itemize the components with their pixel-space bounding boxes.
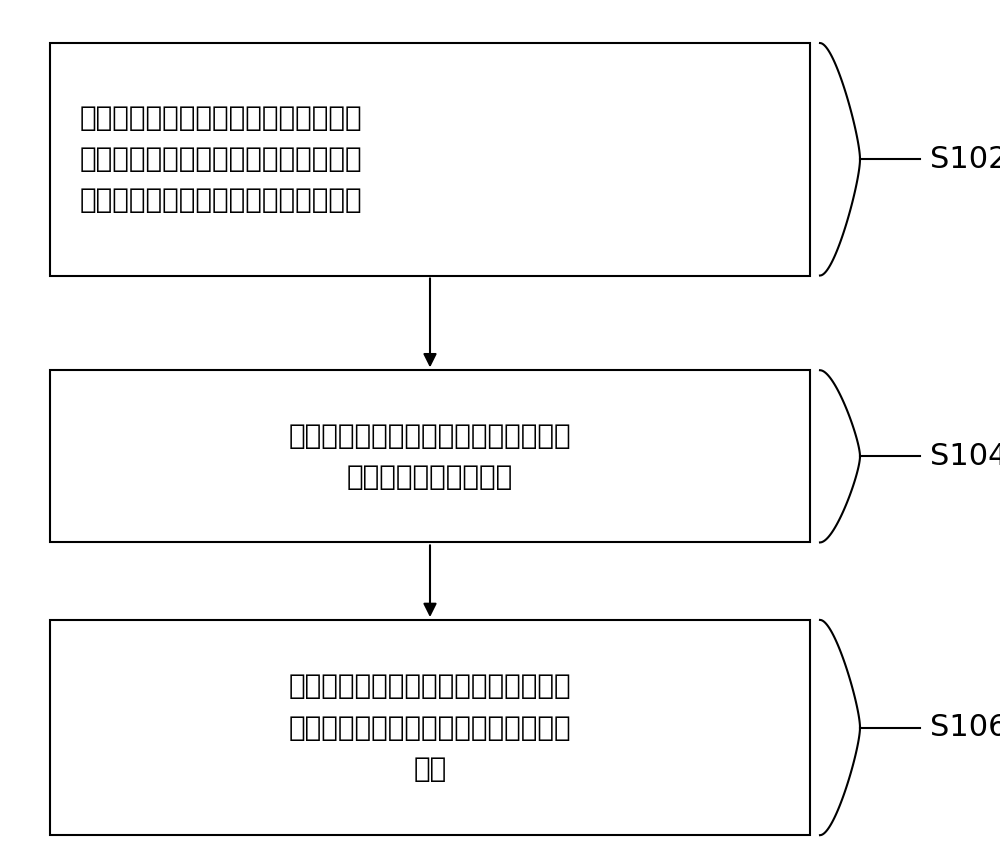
Text: 对多个公网端口逐个进行连通性检查，
并采用通过连通性检查的公网端口传输
数据: 对多个公网端口逐个进行连通性检查， 并采用通过连通性检查的公网端口传输 数据 (289, 672, 571, 783)
FancyBboxPatch shape (50, 370, 810, 542)
Text: 在位于不同本地网络的两个终端之间传
输数据的情况下，为两个终端之间传输
数据建立的每个会话分配多个本地端口: 在位于不同本地网络的两个终端之间传 输数据的情况下，为两个终端之间传输 数据建立… (80, 104, 363, 214)
Text: 获取每个本地端口映射在公网的公网端
口，得到多个公网端口: 获取每个本地端口映射在公网的公网端 口，得到多个公网端口 (289, 422, 571, 491)
FancyBboxPatch shape (50, 620, 810, 835)
Text: S106: S106 (930, 713, 1000, 742)
FancyBboxPatch shape (50, 43, 810, 276)
Text: S104: S104 (930, 442, 1000, 471)
Text: S102: S102 (930, 145, 1000, 174)
